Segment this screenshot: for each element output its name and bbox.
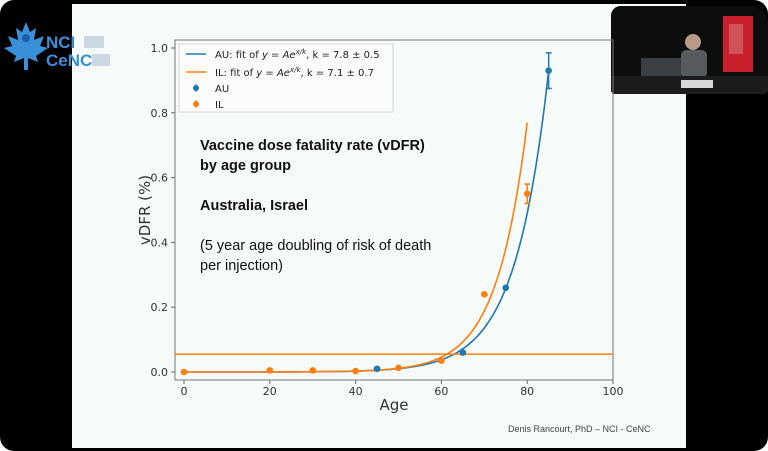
data-point xyxy=(523,190,531,198)
x-tick-label: 20 xyxy=(263,385,277,398)
svg-text:NCI: NCI xyxy=(46,33,75,52)
data-point xyxy=(395,364,402,372)
svg-text:IL: fit of y = Aex/k, k = 7.1: IL: fit of y = Aex/k, k = 7.1 ± 0.7 xyxy=(215,66,374,79)
data-point xyxy=(502,284,510,292)
annotation-title-2: by age group xyxy=(200,158,292,174)
data-point xyxy=(352,367,359,375)
plot-area xyxy=(174,39,614,381)
data-point xyxy=(373,365,381,373)
x-tick-label: 0 xyxy=(181,385,188,398)
nci-cenc-logo: NCI CeNC xyxy=(4,22,110,70)
slide-credit: Denis Rancourt, PhD – NCI - CeNC xyxy=(508,424,651,434)
maple-leaf-icon xyxy=(4,22,48,70)
data-point xyxy=(545,67,552,74)
x-tick-label: 100 xyxy=(603,385,624,398)
y-tick-label: 0.0 xyxy=(151,366,169,379)
y-tick-label: 0.2 xyxy=(151,301,169,314)
slide-annotation: Vaccine dose fatality rate (vDFR) by age… xyxy=(200,136,431,276)
y-tick-label: 1.0 xyxy=(151,42,169,55)
data-point xyxy=(438,357,445,364)
speaker-figure xyxy=(681,34,707,78)
annotation-note-2: per injection) xyxy=(200,258,284,274)
x-tick-label: 60 xyxy=(434,385,448,398)
annotation-title-1: Vaccine dose fatality rate (vDFR) xyxy=(200,138,425,154)
data-point xyxy=(481,290,488,298)
x-tick-label: 80 xyxy=(520,385,534,398)
x-axis-label: Age xyxy=(379,396,408,414)
annotation-note-1: (5 year age doubling of risk of death xyxy=(200,238,432,254)
y-tick-label: 0.8 xyxy=(151,107,169,120)
data-point xyxy=(180,368,188,376)
svg-text:IL: IL xyxy=(215,100,224,111)
canada-flag-icon xyxy=(723,16,753,72)
svg-text:AU: fit of y = Aex/k, k = 7.8: AU: fit of y = Aex/k, k = 7.8 ± 0.5 xyxy=(215,48,380,61)
x-tick-label: 40 xyxy=(349,385,363,398)
data-point xyxy=(309,367,317,374)
svg-text:CeNC: CeNC xyxy=(46,51,92,70)
y-tick-label: 0.4 xyxy=(151,236,169,249)
y-axis-label: vDFR (%) xyxy=(136,175,154,245)
data-point xyxy=(266,367,274,374)
data-point xyxy=(459,349,467,356)
speaker-video xyxy=(611,6,768,94)
legend: AU: fit of y = Aex/k, k = 7.8 ± 0.5 IL: … xyxy=(178,43,394,113)
svg-text:AU: AU xyxy=(215,84,229,95)
y-tick-label: 0.6 xyxy=(151,172,169,185)
annotation-countries: Australia, Israel xyxy=(200,198,308,214)
